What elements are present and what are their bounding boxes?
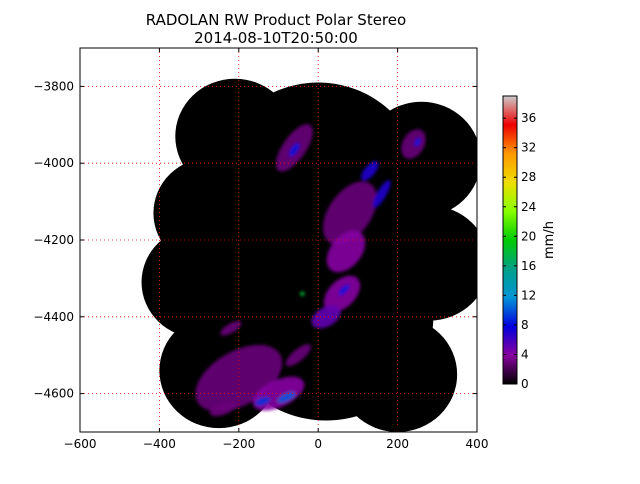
colorbar-tick-label: 8 xyxy=(521,318,529,332)
y-tick-label: −3800 xyxy=(33,79,74,93)
y-tick-label: −4400 xyxy=(33,310,74,324)
colorbar-gradient xyxy=(502,95,518,385)
colorbar-tick-label: 36 xyxy=(521,111,536,125)
precip-cell-12 xyxy=(220,321,242,336)
colorbar-tick-label: 28 xyxy=(521,170,536,184)
colorbar-tick-label: 32 xyxy=(521,141,536,155)
colorbar-label: mm/h xyxy=(542,221,557,259)
x-axis: −600 −400 −200 0 200 400 xyxy=(64,48,489,451)
x-tick-label: −600 xyxy=(64,437,97,451)
precip-cell-4 xyxy=(414,137,421,147)
precip-cell-18 xyxy=(209,401,237,417)
precip-cell-2 xyxy=(372,179,391,208)
colorbar: 0 4 8 12 16 20 24 28 32 36 mm/h xyxy=(502,95,557,391)
y-axis: −3800 −4000 −4200 −4400 −4600 xyxy=(33,79,477,401)
precip-cell-16 xyxy=(255,396,271,406)
chart-subtitle: 2014-08-10T20:50:00 xyxy=(194,29,358,47)
chart-title: RADOLAN RW Product Polar Stereo xyxy=(146,11,406,29)
precip-cell-6 xyxy=(289,142,300,157)
colorbar-tick-label: 24 xyxy=(521,200,536,214)
precip-cell-3 xyxy=(401,129,426,159)
x-tick-label: 400 xyxy=(466,437,489,451)
grid-lines xyxy=(80,48,477,432)
colorbar-tick-label: 16 xyxy=(521,259,536,273)
y-tick-label: −4200 xyxy=(33,233,74,247)
precip-cell-1 xyxy=(361,161,379,181)
precip-cell-17 xyxy=(285,344,312,367)
radar-composite xyxy=(141,78,477,432)
y-tick-label: −4600 xyxy=(33,387,74,401)
colorbar-tick-label: 12 xyxy=(521,288,536,302)
colorbar-tick-label: 0 xyxy=(521,377,529,391)
precip-cell-15 xyxy=(277,391,296,403)
precip-cell-10 xyxy=(299,291,305,297)
x-tick-label: 0 xyxy=(314,437,322,451)
precip-cell-7 xyxy=(326,230,366,273)
x-tick-label: −400 xyxy=(143,437,176,451)
x-tick-label: −200 xyxy=(222,437,255,451)
precip-cell-9 xyxy=(338,284,350,296)
precip-cell-11 xyxy=(311,305,341,329)
precip-cell-0 xyxy=(323,181,377,245)
colorbar-tick-label: 20 xyxy=(521,229,536,243)
x-tick-label: 200 xyxy=(386,437,409,451)
colorbar-tick-label: 4 xyxy=(521,347,529,361)
y-tick-label: −4000 xyxy=(33,156,74,170)
